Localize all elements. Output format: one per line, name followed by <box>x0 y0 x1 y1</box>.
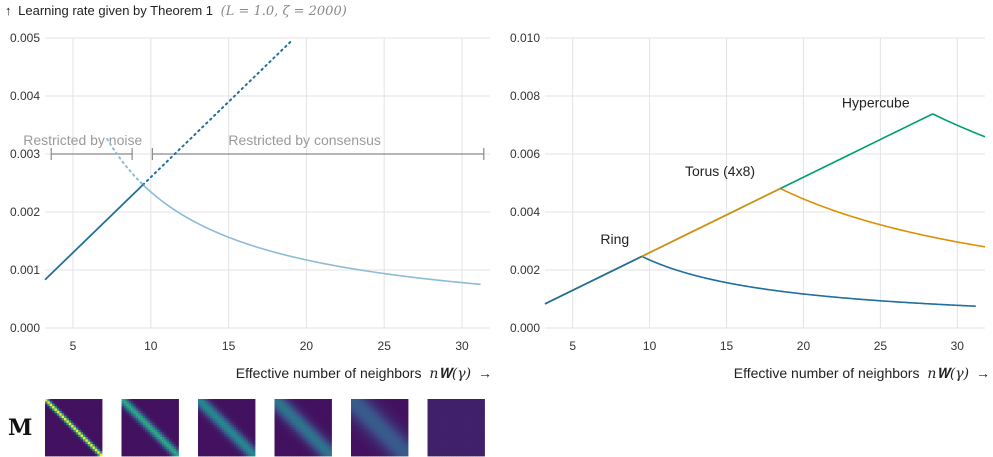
right-y-tick-label: 0.008 <box>510 89 540 103</box>
right-x-tick-label: 15 <box>720 339 734 353</box>
right-x-ticks: 5 10 15 20 25 30 <box>569 339 964 353</box>
matrix-5 <box>351 399 409 457</box>
title-arrow: ↑ <box>5 3 12 18</box>
right-chart: 0.000 0.002 0.004 0.006 0.008 0.010 5 10 15 20 25… <box>510 31 990 382</box>
left-x-axis-label: Effective number of neighbors n𝐖(γ) → <box>236 365 492 382</box>
left-y-tick-label: 0.001 <box>10 263 40 277</box>
left-x-tick-label: 10 <box>144 339 158 353</box>
series-2-decay <box>932 113 986 138</box>
right-x-tick-label: 25 <box>874 339 888 353</box>
mixing-matrices <box>45 399 485 457</box>
left-x-tick-label: 5 <box>70 339 77 353</box>
right-x-tick-label: 20 <box>797 339 811 353</box>
right-x-label-math: n𝐖(γ) <box>927 366 969 382</box>
left-y-tick-label: 0.003 <box>10 147 40 161</box>
title-math: (L = 1.0, ζ = 2000) <box>221 4 347 19</box>
left-y-tick-label: 0.000 <box>10 321 40 335</box>
right-y-tick-label: 0.002 <box>510 263 540 277</box>
left-x-tick-label: 25 <box>378 339 392 353</box>
left-x-tick-label: 30 <box>455 339 469 353</box>
series-label-torus: Torus (4x8) <box>685 163 755 179</box>
right-y-tick-label: 0.000 <box>510 321 540 335</box>
left-y-tick-label: 0.004 <box>10 89 40 103</box>
annotation-noise: Restricted by noise <box>23 132 142 148</box>
series-label-hypercube: Hypercube <box>842 95 910 111</box>
right-y-tick-label: 0.004 <box>510 205 540 219</box>
matrix-2 <box>121 399 179 457</box>
right-x-label-arrow: → <box>976 365 990 381</box>
right-y-ticks: 0.000 0.002 0.004 0.006 0.008 0.010 <box>510 31 540 335</box>
right-y-tick-label: 0.010 <box>510 31 540 45</box>
consensus-curve <box>142 184 481 286</box>
left-x-label-math: n𝐖(γ) <box>429 366 471 382</box>
matrix-6 <box>427 399 485 457</box>
left-chart: 0.000 0.001 0.002 0.003 0.004 0.005 5 10 15 20 25… <box>10 31 492 382</box>
series-0-decay <box>641 255 976 307</box>
right-series <box>544 113 986 307</box>
matrix-4 <box>274 399 332 457</box>
matrix-label: M <box>8 415 32 441</box>
left-grid <box>45 37 490 329</box>
right-x-tick-label: 5 <box>569 339 576 353</box>
right-y-tick-label: 0.006 <box>510 147 540 161</box>
right-x-tick-label: 30 <box>951 339 965 353</box>
series-1-decay <box>780 187 986 248</box>
right-x-tick-label: 10 <box>643 339 657 353</box>
right-x-axis-label: Effective number of neighbors n𝐖(γ) → <box>734 365 990 382</box>
left-y-tick-label: 0.002 <box>10 205 40 219</box>
left-x-label-arrow: → <box>478 365 492 381</box>
title-text: Learning rate given by Theorem 1 <box>18 3 213 18</box>
consensus-curve-extension <box>106 137 145 186</box>
chart-title: ↑ Learning rate given by Theorem 1 (L = … <box>5 3 347 19</box>
right-series-labels: Ring Torus (4x8) Hypercube <box>600 95 909 247</box>
matrix-1 <box>45 399 103 457</box>
noise-line <box>44 184 144 281</box>
series-label-ring: Ring <box>600 231 629 247</box>
matrix-3 <box>198 399 256 457</box>
left-y-tick-label: 0.005 <box>10 31 40 45</box>
left-x-tick-label: 20 <box>300 339 314 353</box>
noise-line-extension <box>142 38 294 186</box>
left-x-ticks: 5 10 15 20 25 30 <box>70 339 469 353</box>
left-y-ticks: 0.000 0.001 0.002 0.003 0.004 0.005 <box>10 31 40 335</box>
series-0-rise <box>544 255 643 305</box>
left-x-tick-label: 15 <box>222 339 236 353</box>
right-grid <box>545 37 985 329</box>
annotation-consensus: Restricted by consensus <box>228 132 381 148</box>
left-x-label-text: Effective number of neighbors <box>236 365 422 381</box>
left-series <box>44 38 481 286</box>
left-annotations: Restricted by noise Restricted by consen… <box>23 132 485 160</box>
right-x-label-text: Effective number of neighbors <box>734 365 920 381</box>
